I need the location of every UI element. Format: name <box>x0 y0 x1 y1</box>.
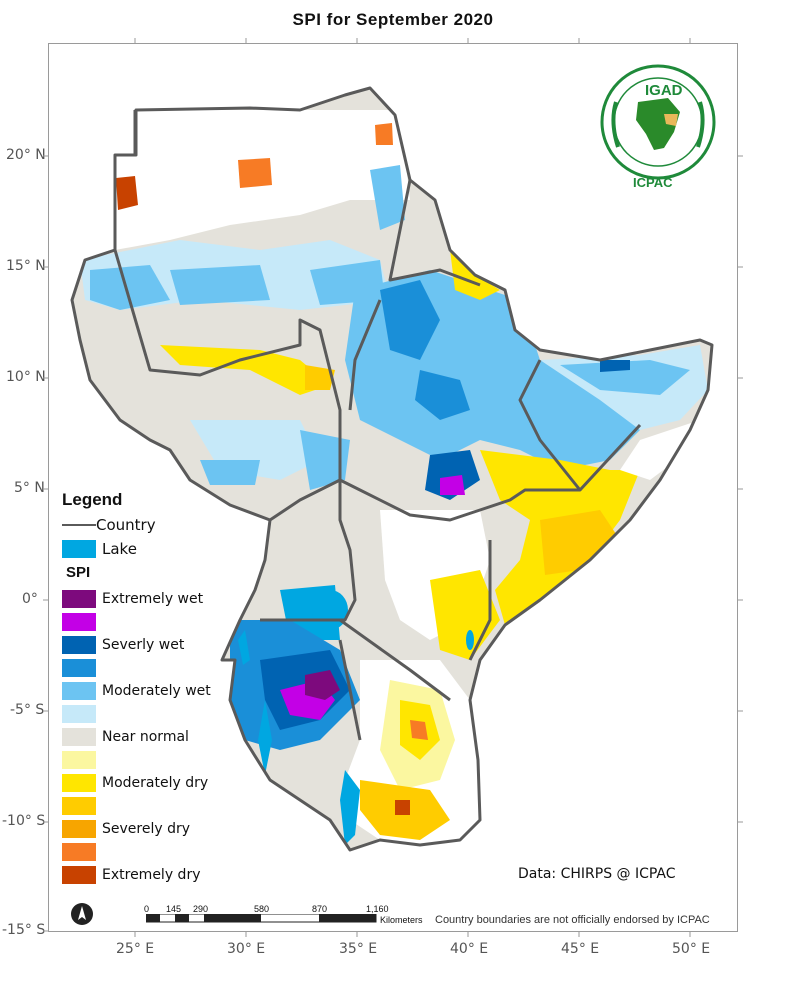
legend-swatch <box>62 705 96 723</box>
legend-class-label: Severly wet <box>102 637 185 653</box>
legend-swatch <box>62 636 96 654</box>
scale-tick-580: 580 <box>254 904 270 914</box>
legend-class-row: Severely dry <box>62 820 190 838</box>
legend-class-row <box>62 613 102 631</box>
legend-title: Legend <box>62 490 123 509</box>
scale-tick-1160: 1,160 <box>366 904 389 914</box>
country-boundaries <box>70 86 714 852</box>
legend-swatch <box>62 774 96 792</box>
legend-swatch <box>62 590 96 608</box>
data-credit: Data: CHIRPS @ ICPAC <box>518 866 676 882</box>
legend-class-row <box>62 705 102 723</box>
legend-lake-label: Lake <box>102 540 137 558</box>
frame-ticks <box>43 38 743 937</box>
legend-swatch <box>62 728 96 746</box>
legend-class-label: Extremely wet <box>102 591 204 607</box>
north-arrow-icon <box>71 903 93 925</box>
lat-label-10n: 10° N <box>6 369 46 385</box>
legend-class-label: Moderately wet <box>102 683 211 699</box>
map-frame <box>48 43 738 932</box>
lon-label-40e: 40° E <box>450 941 489 957</box>
legend-class-row: Moderately dry <box>62 774 208 792</box>
lon-label-50e: 50° E <box>672 941 711 957</box>
legend-class-label: Near normal <box>102 729 189 745</box>
lat-label-20n: 20° N <box>6 147 46 163</box>
legend-class-row <box>62 659 102 677</box>
legend-class-row <box>62 751 102 769</box>
lon-label-25e: 25° E <box>116 941 155 957</box>
legend-class-row <box>62 843 102 861</box>
logo-igad-text: IGAD <box>645 82 683 99</box>
legend-class-row: Severly wet <box>62 636 184 654</box>
lat-label-0: 0° <box>22 591 38 607</box>
legend-class-label: Moderately dry <box>102 775 209 791</box>
lake-swatch <box>62 540 96 558</box>
scale-unit: Kilometers <box>380 915 423 925</box>
legend-lake: Lake <box>62 540 137 558</box>
map-title: SPI for September 2020 <box>292 10 494 29</box>
legend-class-label: Severely dry <box>102 821 191 837</box>
boundary-disclaimer: Country boundaries are not officially en… <box>435 914 710 926</box>
legend-country-label: Country <box>96 516 156 534</box>
legend-swatch <box>62 843 96 861</box>
lat-label-5n: 5° N <box>14 480 45 496</box>
lat-label-10s: -10° S <box>2 813 46 829</box>
scale-tick-870: 870 <box>312 904 328 914</box>
lakes <box>238 590 474 845</box>
scale-tick-290: 290 <box>193 904 209 914</box>
legend-class-row: Near normal <box>62 728 189 746</box>
legend-swatch <box>62 820 96 838</box>
legend-country: Country <box>62 516 156 534</box>
legend-swatch <box>62 659 96 677</box>
scale-tick-145: 145 <box>166 904 182 914</box>
legend-swatch <box>62 682 96 700</box>
legend-swatch <box>62 797 96 815</box>
country-line-icon <box>62 524 96 526</box>
lat-label-15s: -15° S <box>2 922 46 938</box>
legend-swatch <box>62 751 96 769</box>
lon-label-35e: 35° E <box>339 941 378 957</box>
legend-class-row: Extremely dry <box>62 866 201 884</box>
lon-label-45e: 45° E <box>561 941 600 957</box>
legend-class-label: Extremely dry <box>102 867 201 883</box>
scale-bar <box>146 914 377 923</box>
logo-icpac-text: ICPAC <box>633 175 673 190</box>
igad-icpac-seal <box>600 64 716 180</box>
lon-label-30e: 30° E <box>227 941 266 957</box>
legend-class-row: Extremely wet <box>62 590 203 608</box>
legend-swatch <box>62 866 96 884</box>
lat-label-15n: 15° N <box>6 258 46 274</box>
lat-label-5s: -5° S <box>10 702 45 718</box>
legend-swatch <box>62 613 96 631</box>
scale-tick-0: 0 <box>144 904 150 914</box>
legend-class-row: Moderately wet <box>62 682 211 700</box>
legend-spi-title: SPI <box>66 564 91 581</box>
legend-class-row <box>62 797 102 815</box>
